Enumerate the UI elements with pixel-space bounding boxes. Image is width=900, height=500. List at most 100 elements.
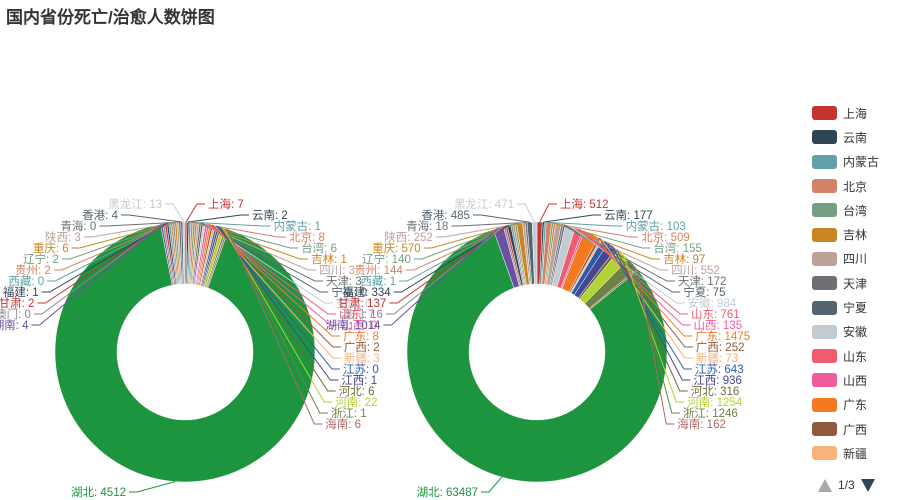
slice-label: 西藏: 1 [360, 275, 396, 288]
slice-label: 北京: 509 [641, 230, 690, 244]
slice-label: 贵州: 144 [354, 264, 403, 277]
label-leader-line [187, 214, 250, 223]
slice-label: 澳门: 0 [0, 307, 31, 321]
legend-swatch [812, 203, 837, 218]
label-leader-line [71, 221, 176, 249]
legend-swatch [812, 373, 837, 388]
legend-label: 宁夏 [843, 301, 868, 316]
slice-label: 新疆: 3 [344, 351, 380, 365]
legend-swatch [812, 106, 837, 121]
slice-label: 甘肃: 137 [338, 297, 387, 310]
triangle-up-icon[interactable] [818, 478, 832, 492]
slice-label: 山东: 761 [691, 308, 740, 321]
page-title: 国内省份死亡/治愈人数饼图 [6, 8, 215, 27]
slice-label: 福建: 1 [3, 285, 39, 299]
slice-label: 天津: 3 [326, 275, 362, 288]
triangle-down-icon[interactable] [860, 478, 875, 492]
legend-item[interactable]: 内蒙古 [812, 150, 900, 174]
slice-label: 四川: 552 [671, 264, 720, 277]
slice-label: 上海: 512 [560, 197, 609, 211]
label-leader-line [383, 227, 499, 326]
legend-item[interactable]: 台湾 [812, 198, 900, 222]
label-leader-line [196, 222, 309, 260]
slice-label: 江苏: 0 [343, 363, 379, 376]
slice-label: 云南: 177 [604, 208, 653, 222]
slice-label: 江西: 936 [693, 374, 742, 387]
label-leader-line [99, 221, 180, 227]
legend-item[interactable]: 上海 [812, 101, 900, 125]
legend-item[interactable]: 新疆 [812, 441, 900, 465]
label-leader-line [399, 224, 512, 282]
slice-label: 宁夏: 75 [683, 285, 725, 299]
label-leader-line [190, 221, 271, 227]
legend-label: 新疆 [843, 446, 868, 461]
legend-swatch [812, 227, 837, 242]
label-leader-line [393, 224, 510, 293]
label-leader-line [185, 203, 205, 223]
legend-swatch [812, 251, 837, 266]
legend-item[interactable]: 江苏 [812, 465, 900, 470]
label-leader-line [481, 476, 503, 493]
slice-label: 湖北: 4512 [71, 485, 126, 499]
legend-label: 安徽 [843, 325, 868, 340]
label-leader-line [219, 226, 336, 392]
legend-item[interactable]: 天津 [812, 271, 900, 295]
legend-item[interactable]: 北京 [812, 174, 900, 198]
slice-label: 浙江: 1246 [683, 407, 738, 420]
slice-label: 内蒙古: 1 [274, 219, 321, 233]
label-leader-line [451, 221, 527, 227]
slice-label: 广西: 2 [344, 341, 380, 354]
label-leader-line [61, 222, 174, 260]
legend-item[interactable]: 广东 [812, 393, 900, 417]
legend-label: 台湾 [843, 203, 868, 218]
pie-slice[interactable] [54, 224, 316, 483]
label-leader-line [405, 223, 514, 271]
slice-label: 贵州: 2 [15, 264, 51, 277]
slice-label: 山西: 135 [694, 319, 743, 332]
legend-item[interactable]: 山东 [812, 344, 900, 368]
slice-label: 辽宁: 2 [23, 252, 59, 266]
label-leader-line [198, 222, 317, 271]
slice-label: 天津: 172 [678, 275, 727, 288]
slice-label: 吉林: 97 [663, 252, 705, 266]
slice-label: 海南: 6 [325, 417, 361, 431]
slice-label: 黑龙江: 471 [454, 198, 514, 211]
legend-item[interactable]: 四川 [812, 247, 900, 271]
slice-label: 山西: 0 [342, 319, 378, 332]
slice-label: 澳门: 16 [341, 307, 383, 321]
slice-label: 香港: 485 [421, 209, 470, 222]
legend-swatch [812, 276, 837, 291]
label-leader-line [554, 222, 661, 260]
label-leader-line [129, 481, 176, 493]
pie-slice[interactable] [406, 229, 668, 483]
label-leader-line [217, 226, 339, 381]
legend-item[interactable]: 安徽 [812, 320, 900, 344]
label-leader-line [472, 214, 530, 223]
legend-label: 广西 [843, 422, 868, 437]
legend-item[interactable]: 山西 [812, 368, 900, 392]
legend-label: 山东 [843, 349, 868, 364]
slice-label: 广西: 252 [696, 341, 745, 354]
legend-label: 北京 [843, 179, 868, 194]
slice-label: 青海: 0 [61, 219, 97, 233]
slice-label: 重庆: 570 [372, 241, 421, 255]
legend-item[interactable]: 宁夏 [812, 295, 900, 319]
label-leader-line [208, 223, 339, 326]
label-leader-line [517, 203, 536, 223]
pie-slice[interactable] [531, 221, 538, 285]
label-leader-line [543, 214, 602, 223]
legend-item[interactable]: 广西 [812, 417, 900, 441]
legend-item[interactable]: 吉林 [812, 222, 900, 246]
slice-label: 广东: 1475 [695, 330, 750, 343]
legend-label: 山西 [843, 373, 868, 388]
legend-swatch [812, 422, 837, 436]
legend-label: 四川 [843, 252, 868, 267]
legend-label: 内蒙古 [843, 155, 880, 170]
label-leader-line [637, 269, 675, 425]
legend-item[interactable]: 云南 [812, 125, 900, 149]
slice-label: 河北: 316 [691, 385, 740, 398]
label-leader-line [222, 227, 333, 403]
slice-label: 安徽: 984 [688, 296, 737, 310]
